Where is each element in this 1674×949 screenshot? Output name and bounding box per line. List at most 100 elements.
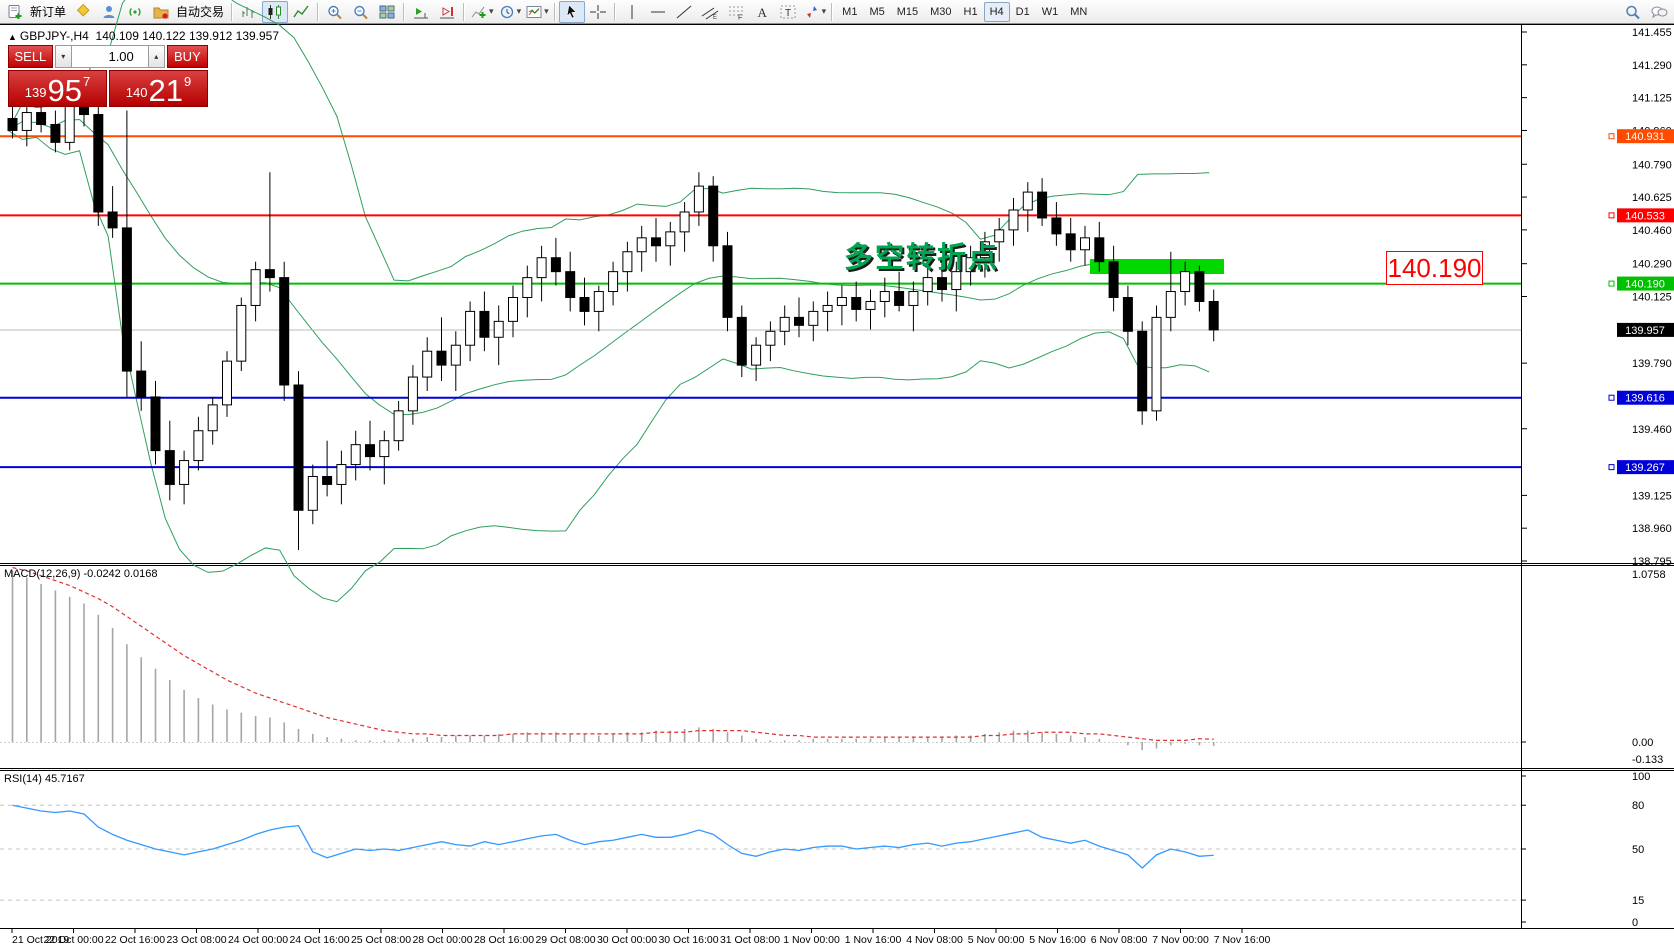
svg-text:25 Oct 08:00: 25 Oct 08:00 [351, 934, 411, 946]
svg-text:24 Oct 16:00: 24 Oct 16:00 [289, 934, 349, 946]
price-callout-label[interactable]: 140.190 [1386, 251, 1483, 285]
chat-button[interactable] [1646, 1, 1672, 23]
svg-text:15: 15 [1632, 895, 1644, 907]
timeframe-m15-button[interactable]: M15 [896, 5, 919, 18]
bid-pip: 7 [82, 74, 91, 89]
timeframe-m1-button[interactable]: M1 [842, 5, 858, 18]
svg-text:141.290: 141.290 [1632, 60, 1672, 72]
chevron-down-icon[interactable]: ▾ [516, 6, 522, 16]
metaeditor-button[interactable] [70, 1, 96, 23]
fibonacci-icon: F [728, 6, 743, 20]
search-icon [1626, 5, 1640, 19]
svg-text:140.460: 140.460 [1632, 225, 1672, 237]
svg-text:-0.133: -0.133 [1632, 754, 1663, 766]
svg-text:138.960: 138.960 [1632, 523, 1672, 535]
crosshair-icon [589, 4, 606, 19]
timeframe-h1-button[interactable]: H1 [963, 5, 978, 18]
timeframe-h4-button[interactable]: H4 [983, 1, 1010, 22]
svg-text:140.125: 140.125 [1632, 292, 1672, 304]
svg-text:140.290: 140.290 [1632, 259, 1672, 271]
timeframe-mn-button[interactable]: MN [1070, 5, 1088, 18]
zoom-out-icon [354, 5, 368, 19]
toolbar-separator [831, 2, 834, 21]
chart-text-annotation[interactable]: 多空转折点 [844, 242, 1000, 274]
timeframe-m30-button[interactable]: M30 [930, 5, 952, 18]
svg-text:80: 80 [1632, 800, 1644, 812]
candlestick-icon [268, 4, 282, 19]
svg-text:T: T [785, 8, 791, 19]
zoom-in-button[interactable] [322, 1, 348, 23]
horizontal-line-icon [650, 11, 665, 12]
price-axis[interactable] [1522, 25, 1674, 928]
vertical-line-button[interactable] [619, 1, 645, 23]
svg-text:4 Nov 08:00: 4 Nov 08:00 [906, 934, 963, 946]
autotrading-button[interactable] [148, 1, 174, 23]
svg-text:21 Oct 2019: 21 Oct 2019 [12, 934, 69, 946]
trendline-icon [676, 5, 691, 18]
market-button[interactable] [96, 1, 122, 23]
channel-button[interactable]: E [697, 1, 723, 23]
volume-decrement-button[interactable]: ▾ [54, 45, 72, 68]
text-label-icon: T [780, 5, 796, 19]
chevron-down-icon[interactable]: ▾ [544, 6, 549, 16]
buy-price-box[interactable]: 140 21 9 [109, 70, 208, 107]
timeframe-d1-button[interactable]: D1 [1015, 5, 1030, 18]
volume-increment-button[interactable]: ▴ [147, 45, 165, 68]
svg-text:5 Nov 16:00: 5 Nov 16:00 [1029, 934, 1086, 946]
templates-button[interactable]: ▾ [523, 1, 551, 23]
toolbar-separator [613, 2, 616, 21]
indicators-button[interactable]: ▾ [468, 1, 496, 23]
text-label-button[interactable]: T [775, 1, 801, 23]
periods-button[interactable]: ▾ [496, 1, 524, 23]
sell-price-box[interactable]: 139 95 7 [8, 70, 107, 107]
auto-scroll-button[interactable] [408, 1, 434, 23]
candlestick-button[interactable] [262, 0, 289, 23]
text-button[interactable]: A [749, 1, 775, 23]
tile-windows-icon [379, 5, 395, 18]
search-button[interactable] [1620, 1, 1646, 23]
toolbar-separator [231, 2, 234, 21]
sell-button[interactable]: SELL [8, 45, 53, 68]
toolbar-separator [553, 2, 556, 21]
autotrading-label[interactable]: 自动交易 [176, 5, 225, 19]
new-order-button[interactable] [2, 1, 28, 23]
chart-shift-button[interactable] [434, 1, 460, 23]
svg-text:7 Nov 00:00: 7 Nov 00:00 [1152, 934, 1209, 946]
tile-windows-button[interactable] [374, 1, 400, 23]
svg-text:1 Nov 00:00: 1 Nov 00:00 [783, 934, 840, 946]
svg-text:1 Nov 16:00: 1 Nov 16:00 [845, 934, 902, 946]
svg-text:22 Oct 00:00: 22 Oct 00:00 [43, 934, 103, 946]
line-chart-button[interactable] [288, 1, 314, 23]
timeframe-m5-button[interactable]: M5 [869, 5, 885, 18]
cursor-button[interactable] [558, 0, 585, 23]
arrows-button[interactable]: ▾ [801, 1, 829, 23]
chevron-down-icon[interactable]: ▾ [489, 6, 494, 16]
macd-indicator-label: MACD(12,26,9) -0.0242 0.0168 [4, 568, 158, 580]
text-icon: A [757, 5, 767, 20]
crosshair-button[interactable] [585, 1, 611, 23]
chart-shift-icon [440, 6, 455, 18]
templates-icon [526, 5, 542, 18]
horizontal-line-button[interactable] [645, 1, 671, 23]
svg-text:1.0758: 1.0758 [1632, 569, 1666, 581]
fibonacci-button[interactable]: F [723, 1, 749, 23]
buy-button[interactable]: BUY [166, 45, 208, 68]
ask-main: 21 [148, 73, 183, 108]
autotrading-icon [153, 7, 169, 19]
bid-main: 95 [47, 73, 82, 108]
toolbar: 新订单 自动交易 ▾ ▾ ▾ E F A T ▾ M1 M5 M15 M30 H1 H4 D1 W1 MN [0, 0, 1674, 24]
new-order-label[interactable]: 新订单 [30, 5, 67, 19]
price-up-icon: ▲ [8, 32, 17, 42]
chevron-down-icon[interactable]: ▾ [821, 6, 827, 16]
time-axis[interactable] [0, 929, 1674, 949]
zoom-out-button[interactable] [348, 1, 374, 23]
trendline-button[interactable] [671, 1, 697, 23]
svg-text:30 Oct 00:00: 30 Oct 00:00 [597, 934, 657, 946]
volume-stepper: ▾ ▴ [54, 45, 165, 68]
svg-text:140.625: 140.625 [1632, 192, 1672, 204]
timeframe-w1-button[interactable]: W1 [1041, 5, 1059, 18]
svg-text:139.125: 139.125 [1632, 490, 1672, 502]
volume-input[interactable] [71, 45, 148, 68]
signals-button[interactable] [122, 1, 148, 23]
